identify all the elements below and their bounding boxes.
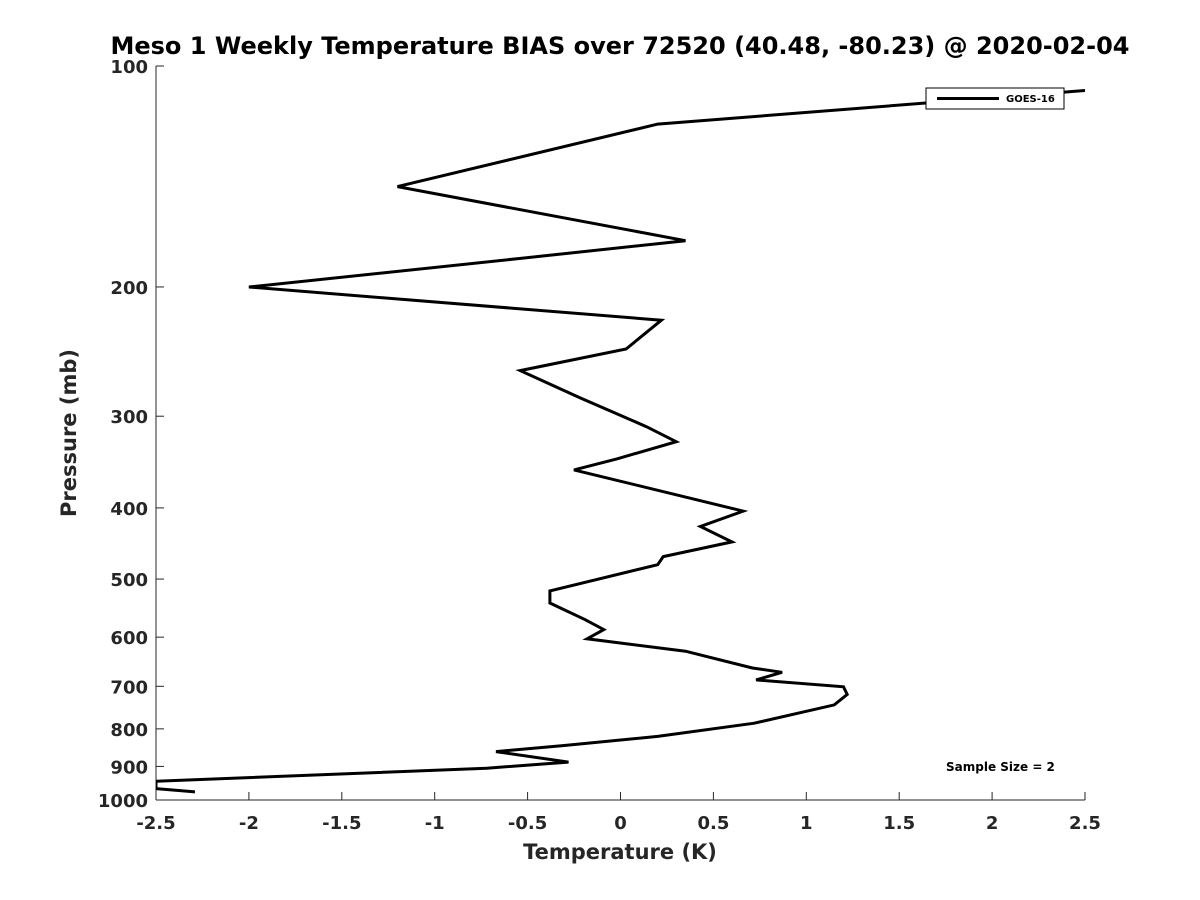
y-tick-label: 600	[110, 628, 148, 649]
x-tick-label: -2.5	[136, 813, 175, 834]
y-tick-label: 100	[110, 57, 148, 78]
x-tick-label: 1.5	[883, 813, 915, 834]
y-tick-label: 500	[110, 570, 148, 591]
y-tick-label: 1000	[98, 791, 148, 812]
x-tick-label: -0.5	[508, 813, 547, 834]
x-tick-label: -1.5	[322, 813, 361, 834]
y-tick-label: 800	[110, 720, 148, 741]
y-tick-label: 900	[110, 757, 148, 778]
x-tick-label: 0	[614, 813, 627, 834]
x-tick-label: -1	[425, 813, 445, 834]
axis-ticks: -2.5 -2 -1.5 -1 -0.5 0 0.5 1 1.5 2 2.5 100 200 300 400…	[98, 57, 1101, 834]
x-tick-label: 0.5	[697, 813, 729, 834]
plot-area-frame	[156, 66, 1085, 800]
series-line-goes-16	[156, 89, 1085, 794]
x-tick-label: 1	[800, 813, 813, 834]
x-tick-label: 2.5	[1069, 813, 1101, 834]
legend: GOES-16	[925, 87, 1065, 110]
sample-size-annotation: Sample Size = 2	[946, 760, 1055, 774]
y-tick-label: 200	[110, 278, 148, 299]
y-tick-label: 300	[110, 407, 148, 428]
x-axis-label: Temperature (K)	[523, 840, 717, 864]
y-tick-label: 400	[110, 499, 148, 520]
x-tick-label: 2	[986, 813, 999, 834]
y-tick-label: 700	[110, 677, 148, 698]
y-axis-label: Pressure (mb)	[57, 349, 81, 517]
chart-title: Meso 1 Weekly Temperature BIAS over 7252…	[110, 32, 1129, 60]
x-tick-label: -2	[239, 813, 259, 834]
legend-label-goes-16: GOES-16	[1006, 94, 1055, 105]
